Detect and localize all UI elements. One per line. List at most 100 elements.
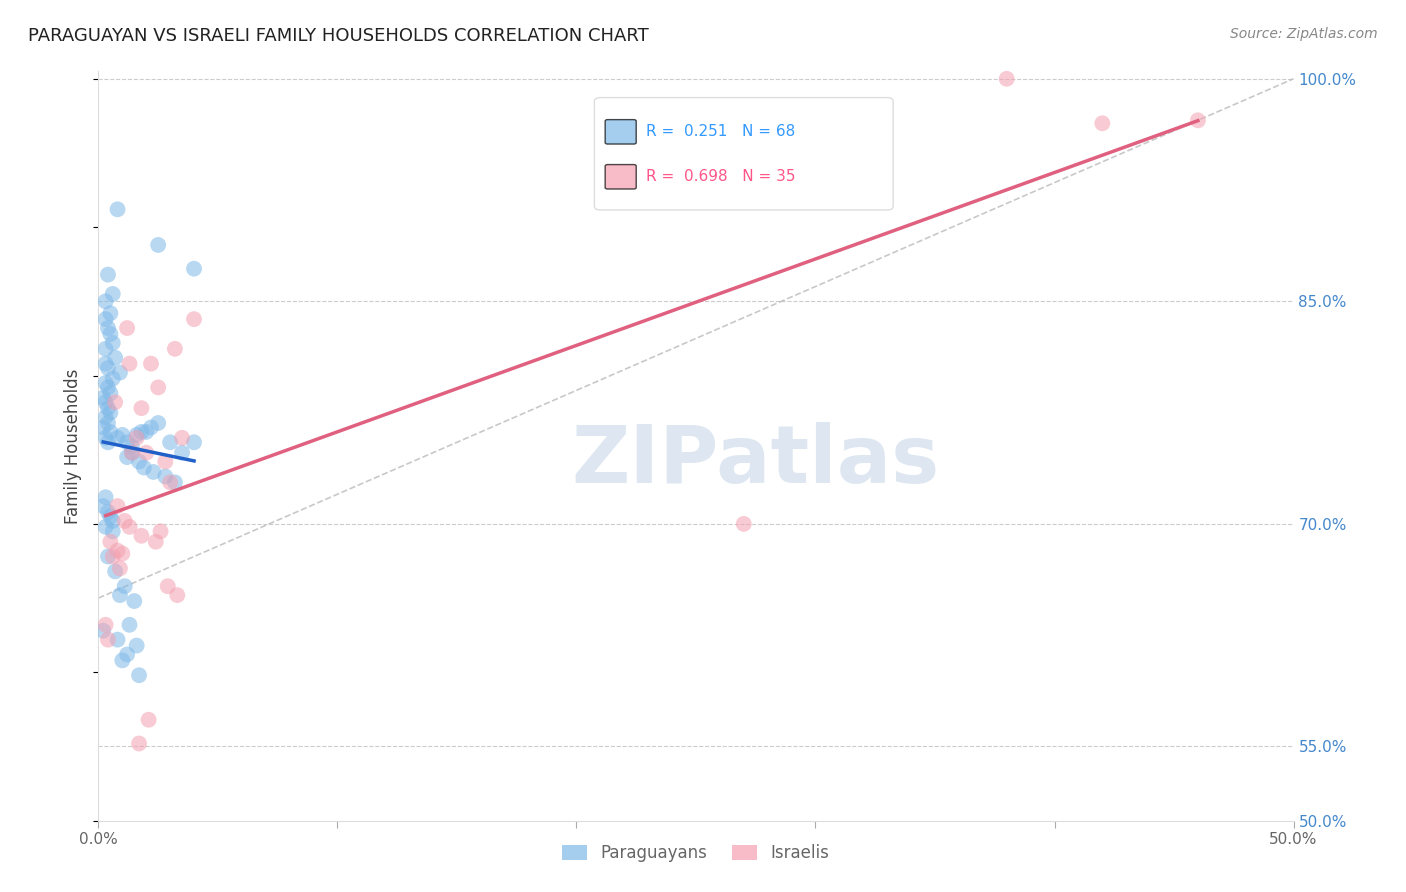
Point xyxy=(145,534,167,549)
FancyBboxPatch shape xyxy=(605,164,637,189)
Point xyxy=(995,71,1018,86)
Point xyxy=(148,416,170,430)
Point xyxy=(104,565,127,579)
Point xyxy=(733,516,755,531)
Point xyxy=(132,460,155,475)
Point xyxy=(118,357,141,371)
Point xyxy=(131,401,153,416)
Point xyxy=(97,401,120,416)
Point xyxy=(148,380,170,394)
Point xyxy=(159,435,181,450)
Point xyxy=(91,499,114,513)
Point xyxy=(98,306,122,320)
Point xyxy=(94,342,117,356)
Point xyxy=(156,579,179,593)
Point xyxy=(159,475,181,490)
Point xyxy=(128,668,150,682)
Point xyxy=(183,312,205,326)
Point xyxy=(108,561,131,575)
Point xyxy=(98,326,122,341)
Point xyxy=(94,490,117,504)
Point xyxy=(139,357,162,371)
Point xyxy=(97,321,120,335)
Point xyxy=(91,420,114,434)
Point xyxy=(121,445,143,459)
Text: R =  0.698   N = 35: R = 0.698 N = 35 xyxy=(645,169,796,184)
Point xyxy=(94,312,117,326)
Point xyxy=(94,294,117,309)
Point xyxy=(91,624,114,638)
Point xyxy=(118,520,141,534)
Point xyxy=(111,547,134,561)
Point xyxy=(107,632,129,647)
Point xyxy=(163,342,186,356)
Point xyxy=(115,435,138,450)
Point xyxy=(98,386,122,401)
Point xyxy=(131,425,153,439)
Point xyxy=(131,529,153,543)
Point xyxy=(183,435,205,450)
Text: R =  0.251   N = 68: R = 0.251 N = 68 xyxy=(645,124,794,139)
Point xyxy=(155,469,177,483)
Point xyxy=(108,366,131,380)
Point xyxy=(97,549,120,564)
Point xyxy=(101,549,124,564)
Point xyxy=(91,391,114,405)
Point xyxy=(107,499,129,513)
Point xyxy=(98,509,122,524)
Point xyxy=(107,431,129,445)
Point xyxy=(124,594,146,608)
Point xyxy=(94,395,117,409)
Point xyxy=(142,465,165,479)
Point xyxy=(172,431,194,445)
FancyBboxPatch shape xyxy=(595,97,893,210)
Point xyxy=(94,431,117,445)
Point xyxy=(125,428,148,442)
Point xyxy=(118,617,141,632)
Point xyxy=(121,440,143,454)
Point xyxy=(166,588,188,602)
Point xyxy=(128,454,150,468)
Point xyxy=(111,428,134,442)
Text: ZIPatlas: ZIPatlas xyxy=(572,422,939,500)
Point xyxy=(115,648,138,662)
Point xyxy=(101,524,124,539)
Point xyxy=(121,445,143,459)
Point xyxy=(163,475,186,490)
Point xyxy=(148,238,170,252)
Y-axis label: Family Households: Family Households xyxy=(65,368,83,524)
Point xyxy=(1187,113,1209,128)
Point xyxy=(125,431,148,445)
Point xyxy=(97,380,120,394)
Point xyxy=(101,287,124,301)
Text: Source: ZipAtlas.com: Source: ZipAtlas.com xyxy=(1230,27,1378,41)
Point xyxy=(114,579,136,593)
Point xyxy=(98,406,122,420)
Point xyxy=(98,534,122,549)
Point xyxy=(94,410,117,425)
Text: PARAGUAYAN VS ISRAELI FAMILY HOUSEHOLDS CORRELATION CHART: PARAGUAYAN VS ISRAELI FAMILY HOUSEHOLDS … xyxy=(28,27,650,45)
Point xyxy=(104,395,127,409)
Point xyxy=(115,321,138,335)
Point xyxy=(135,425,157,439)
Point xyxy=(101,335,124,350)
Point xyxy=(104,351,127,365)
Point xyxy=(97,435,120,450)
Legend: Paraguayans, Israelis: Paraguayans, Israelis xyxy=(555,838,837,869)
Point xyxy=(115,450,138,464)
Point xyxy=(155,454,177,468)
Point xyxy=(114,514,136,528)
Point xyxy=(98,425,122,439)
Point xyxy=(128,737,150,751)
Point xyxy=(183,261,205,276)
Point xyxy=(107,202,129,217)
Point xyxy=(111,653,134,667)
Point xyxy=(94,376,117,390)
Point xyxy=(97,632,120,647)
Point xyxy=(94,617,117,632)
Point xyxy=(138,713,160,727)
Point xyxy=(1091,116,1114,130)
Point xyxy=(107,543,129,558)
Point xyxy=(149,524,172,539)
Point xyxy=(108,588,131,602)
